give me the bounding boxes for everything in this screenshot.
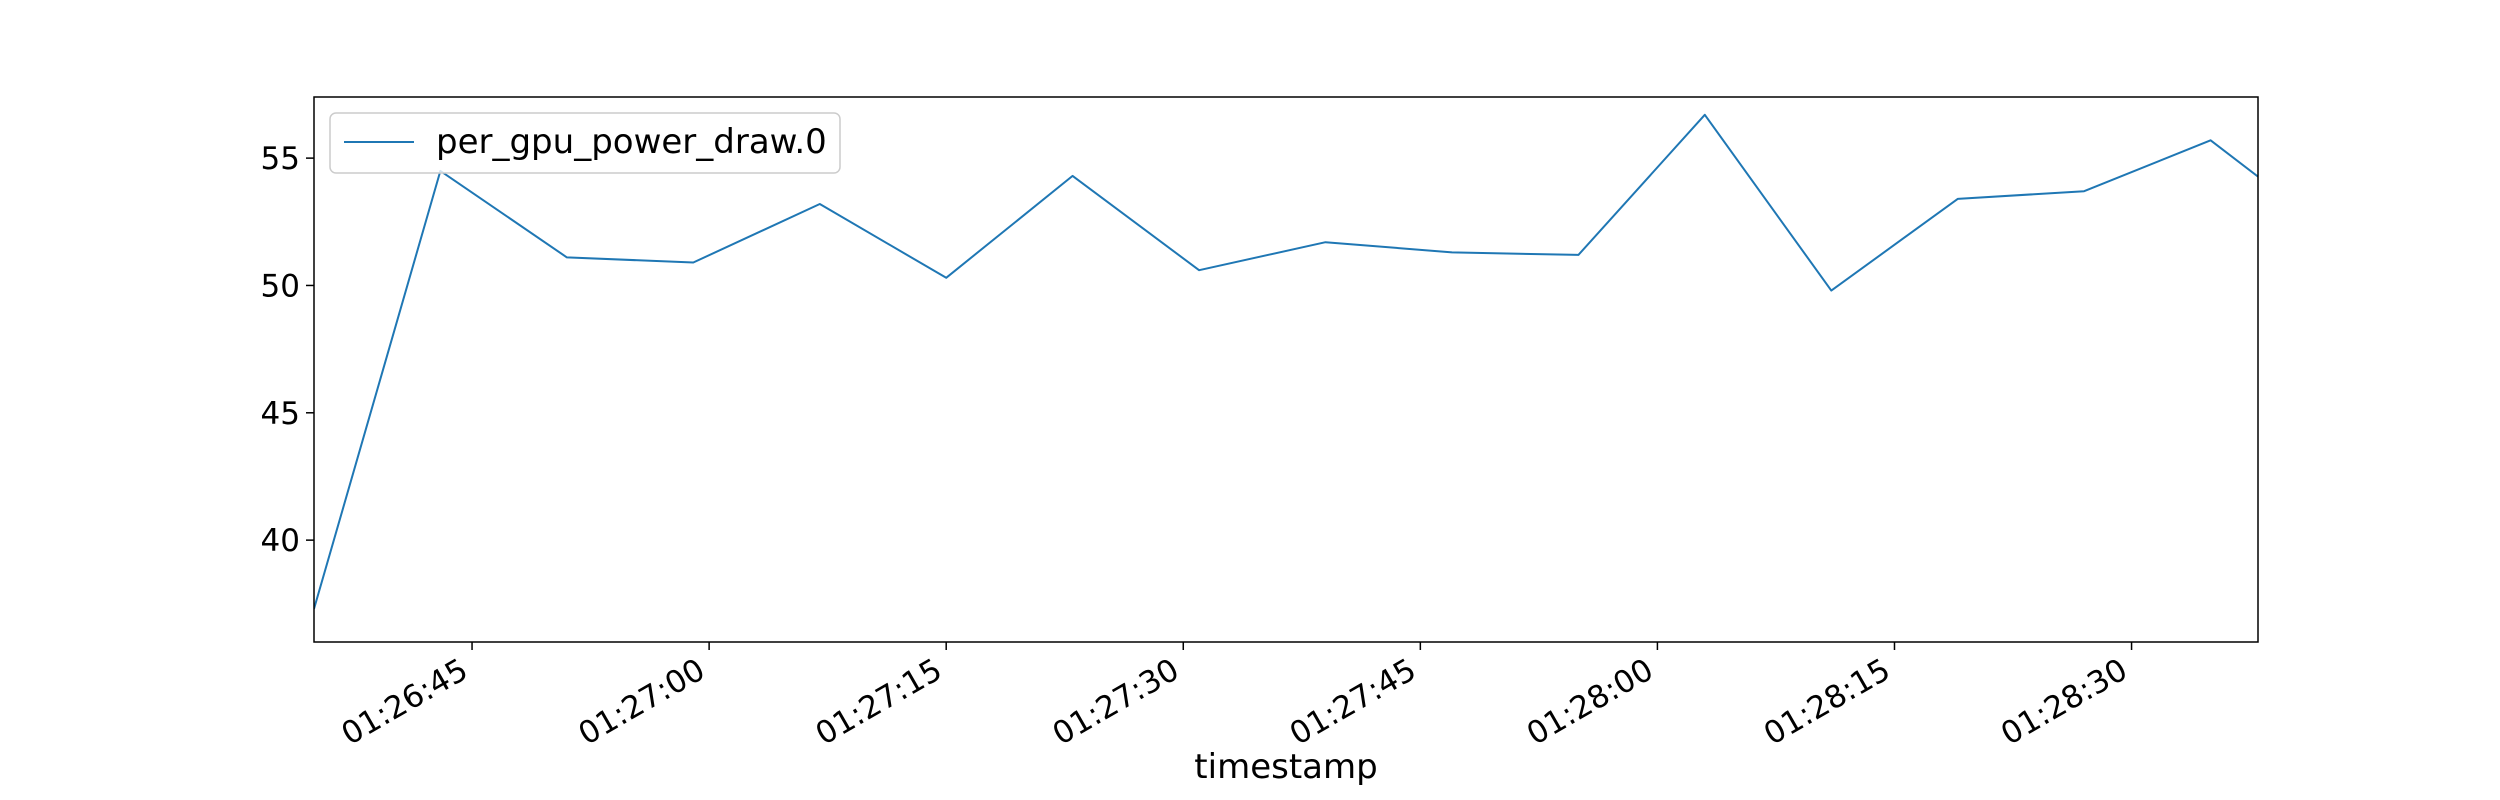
x-axis-ticks: 01:26:45 01:27:00 01:27:15 01:27:30 01:27:45… — [335, 642, 2134, 753]
y-tick-label: 50 — [261, 268, 300, 304]
legend-box — [329, 112, 841, 174]
x-tick-label: 01:27:00 — [573, 652, 712, 753]
plot-frame — [313, 96, 2259, 643]
x-tick-label: 01:28:00 — [1521, 652, 1660, 753]
y-axis-ticks: 40 45 50 55 — [261, 141, 314, 559]
y-tick-label: 45 — [261, 396, 300, 432]
legend-label: per_gpu_power_draw.0 — [436, 122, 827, 162]
series-layer — [314, 113, 2258, 610]
x-tick-label: 01:28:15 — [1758, 652, 1897, 753]
y-tick-label: 40 — [261, 523, 300, 559]
series-line — [314, 113, 2258, 610]
x-tick-label: 01:26:45 — [335, 652, 474, 753]
y-tick-label: 55 — [261, 141, 300, 177]
x-tick-label: 01:27:45 — [1284, 652, 1423, 753]
x-tick-label: 01:27:15 — [810, 652, 949, 753]
x-tick-label: 01:28:30 — [1995, 652, 2134, 753]
legend: per_gpu_power_draw.0 — [329, 112, 841, 174]
x-axis-label: timestamp — [1194, 747, 1377, 787]
x-tick-label: 01:27:30 — [1047, 652, 1186, 753]
